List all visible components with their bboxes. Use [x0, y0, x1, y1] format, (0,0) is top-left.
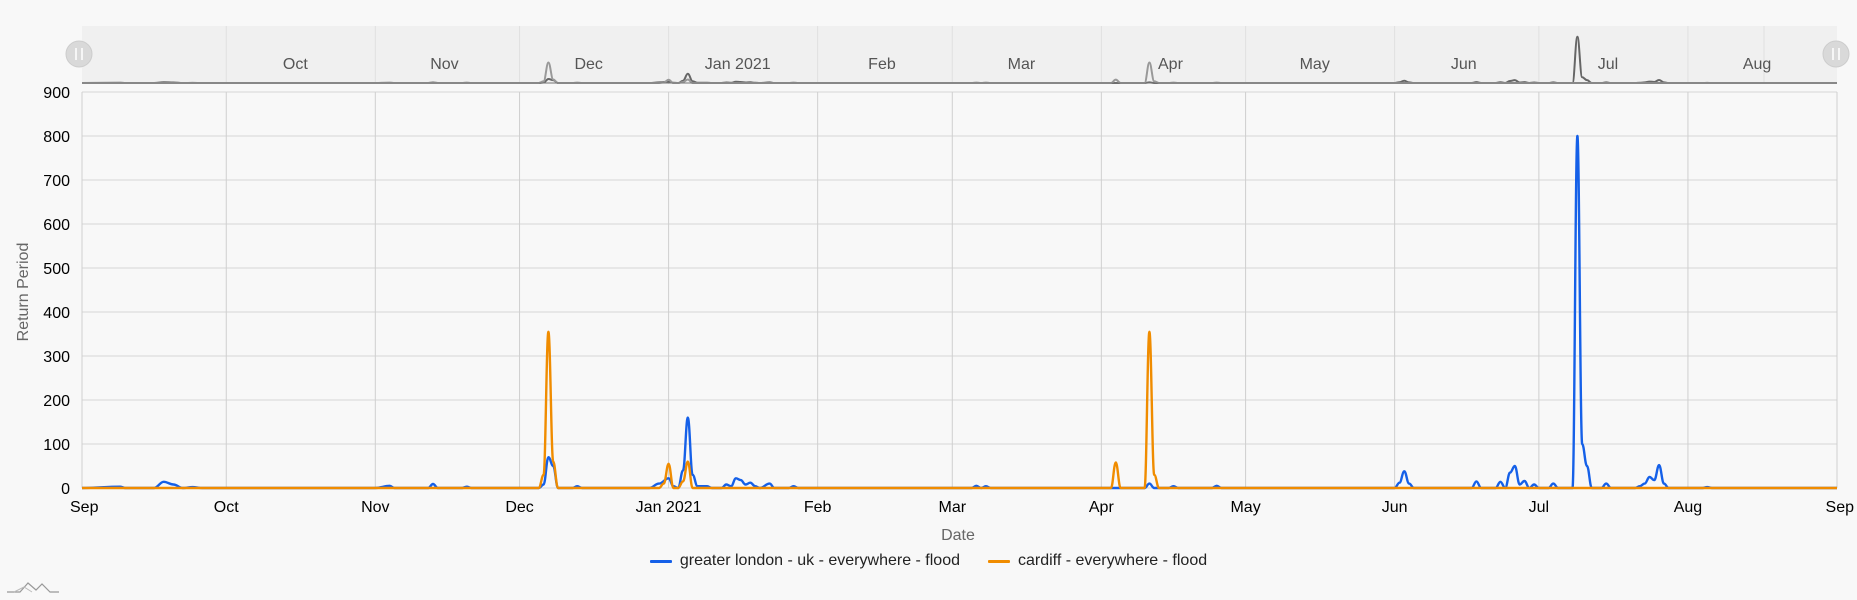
navigator-background	[82, 26, 1837, 84]
navigator-month-label: Jul	[1598, 56, 1618, 73]
navigator-month-label: Feb	[868, 56, 896, 73]
legend: greater london - uk - everywhere - flood…	[0, 552, 1857, 570]
x-tick-label: Oct	[214, 499, 239, 516]
y-tick-label: 300	[43, 349, 70, 366]
navigator-month-label: Jan 2021	[705, 56, 771, 73]
y-tick-label: 100	[43, 437, 70, 454]
x-tick-label: Mar	[939, 499, 967, 516]
navigator-month-label: Aug	[1743, 56, 1771, 73]
x-axis: Sep Oct Nov Dec Jan 2021 Feb Mar Apr May Jun Jul Au…	[70, 499, 1854, 516]
navigator-month-label: Nov	[430, 56, 458, 73]
y-tick-label: 500	[43, 261, 70, 278]
plot-series	[81, 134, 1837, 490]
navigator-month-label: Mar	[1008, 56, 1036, 73]
navigator-series-line	[82, 61, 1837, 85]
legend-item-cardiff[interactable]: cardiff - everywhere - flood	[988, 552, 1207, 570]
y-tick-label: 200	[43, 393, 70, 410]
y-tick-label: 700	[43, 173, 70, 190]
x-tick-label: Feb	[804, 499, 832, 516]
y-axis: 0 100 200 300 400 500 600 700 800 900	[43, 85, 70, 498]
navigator[interactable]: Oct Nov Dec Jan 2021 Feb Mar Apr May Jun Jul Aug	[65, 26, 1850, 85]
legend-label-cardiff: cardiff - everywhere - flood	[1018, 552, 1208, 569]
x-tick-label: Jan 2021	[636, 499, 702, 516]
navigator-month-label: Jun	[1451, 56, 1477, 73]
legend-swatch-cardiff	[988, 559, 1010, 563]
y-axis-title: Return Period	[15, 243, 32, 342]
x-tick-label: Aug	[1674, 499, 1702, 516]
navigator-left-handle[interactable]	[65, 40, 93, 68]
x-tick-label: Apr	[1089, 499, 1115, 516]
x-axis-title: Date	[941, 527, 975, 544]
y-tick-label: 800	[43, 129, 70, 146]
x-tick-label: Sep	[1826, 499, 1855, 516]
legend-item-greater-london[interactable]: greater london - uk - everywhere - flood	[649, 552, 960, 570]
x-tick-label: Dec	[505, 499, 533, 516]
series-line	[82, 330, 1837, 490]
legend-label-greater-london: greater london - uk - everywhere - flood	[679, 552, 960, 569]
y-tick-label: 600	[43, 217, 70, 234]
x-tick-label: Nov	[361, 499, 389, 516]
amcharts-logo-icon	[7, 582, 59, 593]
x-tick-label: Sep	[70, 499, 99, 516]
navigator-month-label: Oct	[283, 56, 308, 73]
x-tick-label: May	[1230, 499, 1260, 516]
navigator-month-label: Apr	[1158, 56, 1184, 73]
navigator-month-label: Dec	[574, 56, 602, 73]
y-tick-label: 0	[61, 481, 70, 498]
y-tick-label: 900	[43, 85, 70, 102]
legend-swatch-greater-london	[649, 559, 672, 563]
navigator-right-handle[interactable]	[1822, 40, 1850, 68]
y-tick-label: 400	[43, 305, 70, 322]
navigator-month-label: May	[1300, 56, 1330, 73]
x-tick-label: Jul	[1529, 499, 1549, 516]
x-tick-label: Jun	[1382, 499, 1408, 516]
